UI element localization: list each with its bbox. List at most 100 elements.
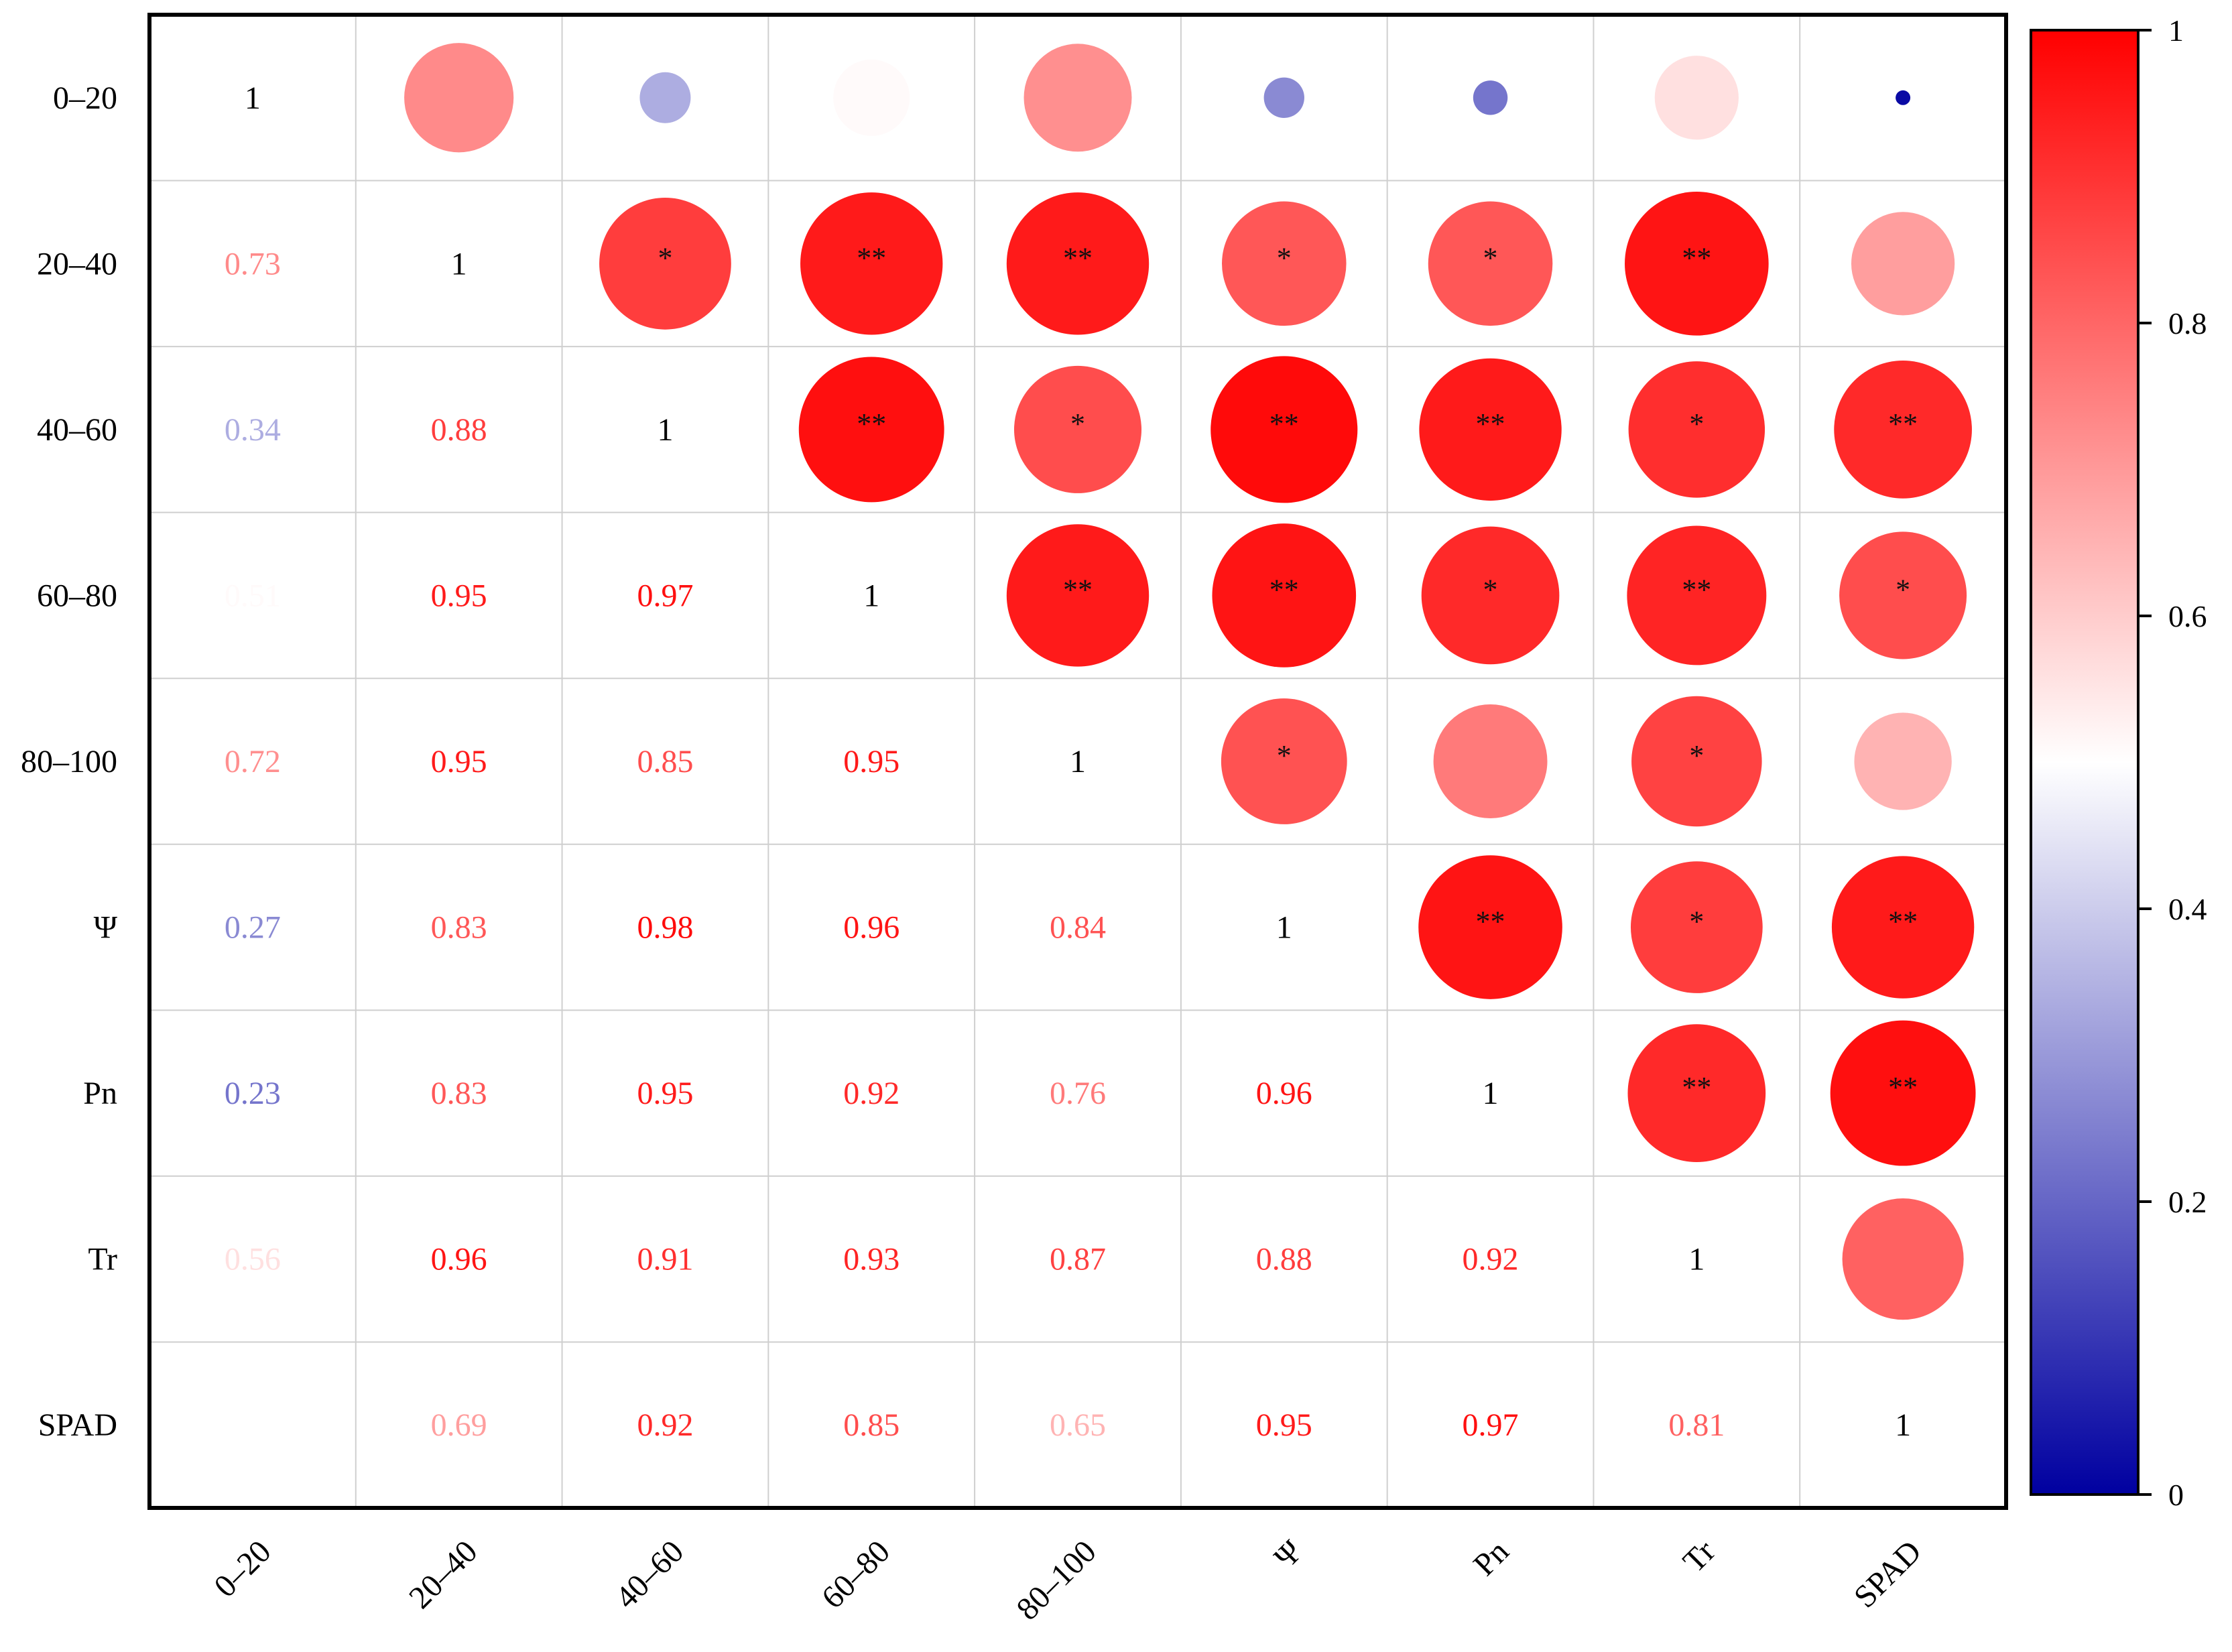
plot-frame xyxy=(147,13,2008,1510)
correlation-circle xyxy=(1006,524,1150,667)
significance-mark: * xyxy=(1896,573,1910,606)
correlation-circle xyxy=(1211,356,1358,503)
correlation-circle xyxy=(833,59,910,136)
column-label: SPAD xyxy=(1847,1533,1928,1614)
correlation-value: 0.87 xyxy=(1050,1242,1106,1277)
row-labels: 0–20 20–40 40–60 60–80 80–100 Ψ Pn Tr SPAD xyxy=(21,80,118,1443)
correlation-circle xyxy=(1221,698,1347,824)
correlation-value: 0.76 xyxy=(1050,1076,1106,1111)
correlation-value: 0.93 xyxy=(843,1242,900,1277)
significance-mark: ** xyxy=(857,241,886,274)
correlation-value: 0.95 xyxy=(1256,1407,1312,1443)
colorbar-tick-label: 0.6 xyxy=(2168,599,2207,633)
correlation-value: 0.96 xyxy=(843,910,900,946)
correlation-cells: 10.73 1 * ** ** * * **0.34 0.88 1 ** * ** ** * **0.51 0.… xyxy=(225,43,1976,1443)
correlation-value: 0.69 xyxy=(431,1407,487,1443)
row-label: Tr xyxy=(88,1242,117,1277)
correlation-circle xyxy=(1421,526,1560,665)
colorbar-tick-label: 0.4 xyxy=(2168,892,2207,926)
significance-mark: ** xyxy=(1269,407,1299,440)
correlation-circle xyxy=(404,43,514,153)
significance-mark: * xyxy=(1483,241,1498,274)
correlation-circle xyxy=(599,197,731,330)
diagonal-label: 1 xyxy=(863,578,879,613)
correlation-value: 0.88 xyxy=(1256,1242,1312,1277)
row-label: 0–20 xyxy=(53,80,117,116)
correlation-circle xyxy=(1627,525,1767,665)
correlation-value: 0.56 xyxy=(225,1242,281,1277)
correlation-value: 0.34 xyxy=(225,412,281,448)
diagonal-label: 1 xyxy=(451,246,467,281)
significance-mark: ** xyxy=(1063,573,1093,606)
correlation-value: 0.51 xyxy=(225,578,281,613)
correlation-value: 0.72 xyxy=(225,744,281,779)
correlation-value: 0.65 xyxy=(1050,1407,1106,1443)
correlation-circle xyxy=(1013,365,1142,493)
diagonal-label: 1 xyxy=(1483,1076,1499,1111)
significance-mark: * xyxy=(1277,241,1292,274)
significance-mark: ** xyxy=(1888,407,1918,440)
correlation-circle xyxy=(1831,856,1975,999)
row-label: 20–40 xyxy=(37,246,117,281)
colorbar-gradient xyxy=(2030,29,2140,1496)
correlation-circle xyxy=(1006,192,1150,335)
correlation-value: 0.98 xyxy=(637,910,693,946)
correlation-value: 0.92 xyxy=(1463,1242,1519,1277)
significance-mark: ** xyxy=(1682,1071,1711,1104)
correlation-circle xyxy=(1830,1020,1976,1166)
row-label: 40–60 xyxy=(37,412,117,448)
column-labels: 0–20 20–40 40–60 60–80 80–100 Ψ Pn Tr SPAD xyxy=(207,1533,1928,1627)
correlation-circle xyxy=(1419,358,1562,501)
correlation-circle xyxy=(1263,77,1304,118)
row-label: 60–80 xyxy=(37,578,117,613)
correlation-circle xyxy=(798,357,944,503)
correlation-value: 0.95 xyxy=(637,1076,693,1111)
correlation-value: 0.88 xyxy=(431,412,487,448)
correlation-value: 0.97 xyxy=(1463,1407,1519,1443)
significance-mark: * xyxy=(1689,905,1704,938)
colorbar: 0 0.2 0.4 0.6 0.8 1 xyxy=(2030,13,2207,1512)
row-label: 80–100 xyxy=(21,744,117,779)
column-label: 40–60 xyxy=(609,1533,690,1615)
significance-mark: * xyxy=(1277,739,1292,772)
colorbar-tick-label: 0.2 xyxy=(2168,1185,2207,1219)
column-label: 60–80 xyxy=(815,1533,897,1615)
correlation-value: 0.92 xyxy=(637,1407,693,1443)
diagonal-label: 1 xyxy=(1070,744,1086,779)
correlation-value: 0.83 xyxy=(431,1076,487,1111)
significance-mark: * xyxy=(1483,573,1498,606)
colorbar-tick-label: 0 xyxy=(2168,1478,2184,1512)
correlation-circle xyxy=(1024,44,1132,152)
significance-mark: ** xyxy=(1476,407,1505,440)
correlation-circle xyxy=(1428,201,1553,326)
correlation-circle xyxy=(1839,531,1967,659)
diagonal-label: 1 xyxy=(1688,1242,1704,1277)
colorbar-tick-label: 0.8 xyxy=(2168,306,2207,340)
column-label: 20–40 xyxy=(402,1533,484,1615)
correlation-circle xyxy=(1628,361,1765,498)
row-label: Pn xyxy=(83,1076,117,1111)
significance-mark: ** xyxy=(1476,905,1505,938)
significance-mark: * xyxy=(1689,739,1704,772)
correlation-circle xyxy=(1222,201,1347,326)
correlation-value: 0.95 xyxy=(843,744,900,779)
significance-mark: ** xyxy=(857,407,886,440)
diagonal-label: 1 xyxy=(1276,910,1292,946)
correlation-value: 0.81 xyxy=(1668,1407,1725,1443)
diagonal-label: 1 xyxy=(1895,1407,1911,1443)
correlation-circle xyxy=(1842,1198,1964,1320)
diagonal-label: 1 xyxy=(657,412,673,448)
correlation-value: 0.85 xyxy=(637,744,693,779)
correlation-value: 0.96 xyxy=(1256,1076,1312,1111)
significance-mark: ** xyxy=(1269,573,1299,606)
correlation-value: 0.84 xyxy=(1050,910,1106,946)
correlation-value: 0.91 xyxy=(637,1242,693,1277)
significance-mark: ** xyxy=(1063,241,1093,274)
correlation-circle xyxy=(1625,192,1769,336)
correlation-value: 0.73 xyxy=(225,246,281,281)
significance-mark: * xyxy=(1070,407,1085,440)
significance-mark: ** xyxy=(1682,573,1711,606)
correlation-value: 0.85 xyxy=(843,1407,900,1443)
correlation-circle xyxy=(1473,80,1508,115)
significance-mark: ** xyxy=(1682,241,1711,274)
